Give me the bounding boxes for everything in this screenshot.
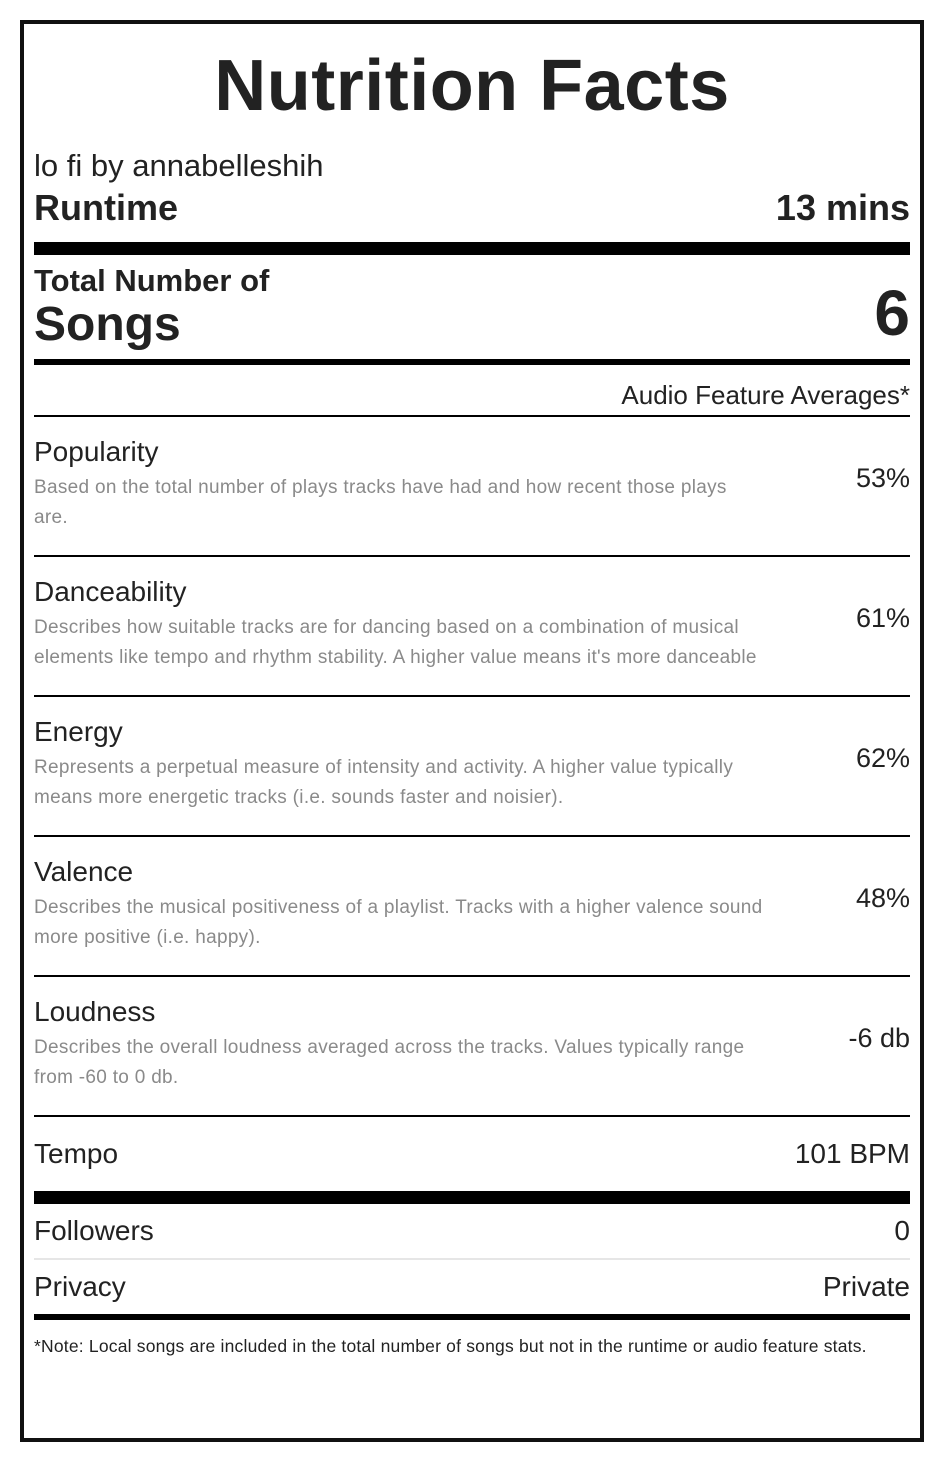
feature-description: Based on the total number of plays track… xyxy=(34,477,727,528)
feature-name: Energy xyxy=(34,716,123,747)
runtime-row: Runtime 13 mins xyxy=(34,188,910,228)
divider-medium xyxy=(34,359,910,365)
divider-thin xyxy=(34,415,910,417)
divider-thin xyxy=(34,975,910,977)
playlist-name: lo fi by annabelleshih xyxy=(34,148,324,183)
feature-value: 61% xyxy=(855,603,910,633)
songs-count: 6 xyxy=(874,277,910,349)
feature-row-danceability: Danceability Describes how suitable trac… xyxy=(34,557,910,695)
feature-row-loudness: Loudness Describes the overall loudness … xyxy=(34,977,910,1115)
runtime-value: 13 mins xyxy=(775,187,910,228)
divider-thin xyxy=(34,555,910,557)
followers-row: Followers 0 xyxy=(34,1204,910,1258)
songs-label: Total Number of Songs xyxy=(34,263,269,351)
divider-hair xyxy=(34,1258,910,1260)
divider-thin xyxy=(34,695,910,697)
feature-description: Describes the musical positiveness of a … xyxy=(34,897,763,948)
songs-row: Total Number of Songs 6 xyxy=(34,255,910,359)
footnote: *Note: Local songs are included in the t… xyxy=(34,1336,867,1356)
feature-description: Describes the overall loudness averaged … xyxy=(34,1037,745,1088)
nutrition-facts-panel: Nutrition Facts lo fi by annabelleshih R… xyxy=(20,20,924,1442)
runtime-label: Runtime xyxy=(34,187,178,228)
followers-label: Followers xyxy=(34,1215,154,1246)
divider-thin xyxy=(34,1115,910,1117)
tempo-label: Tempo xyxy=(34,1138,119,1169)
feature-name: Popularity xyxy=(34,436,159,467)
feature-name: Valence xyxy=(34,856,134,887)
audio-feature-averages-header: Audio Feature Averages* xyxy=(621,380,910,410)
divider-medium xyxy=(34,1314,910,1320)
feature-name: Danceability xyxy=(34,576,187,607)
feature-description: Describes how suitable tracks are for da… xyxy=(34,617,757,668)
panel-content: Nutrition Facts lo fi by annabelleshih R… xyxy=(34,24,910,1438)
feature-row-popularity: Popularity Based on the total number of … xyxy=(34,417,910,555)
feature-value: 62% xyxy=(855,743,910,773)
feature-description: Represents a perpetual measure of intens… xyxy=(34,757,734,808)
tempo-value: 101 BPM xyxy=(794,1138,910,1169)
page-title: Nutrition Facts xyxy=(214,46,730,126)
feature-value: -6 db xyxy=(848,1023,910,1053)
divider-thick xyxy=(34,1191,910,1204)
privacy-row: Privacy Private xyxy=(34,1260,910,1314)
followers-value: 0 xyxy=(894,1215,910,1246)
feature-row-valence: Valence Describes the musical positivene… xyxy=(34,837,910,975)
privacy-label: Privacy xyxy=(34,1271,126,1302)
privacy-value: Private xyxy=(822,1271,910,1302)
tempo-row: Tempo 101 BPM xyxy=(34,1117,910,1191)
feature-name: Loudness xyxy=(34,996,156,1027)
songs-label-small: Total Number of xyxy=(34,263,270,298)
feature-value: 48% xyxy=(855,883,910,913)
divider-thick xyxy=(34,242,910,255)
feature-row-energy: Energy Represents a perpetual measure of… xyxy=(34,697,910,835)
songs-label-big: Songs xyxy=(34,298,181,351)
divider-thin xyxy=(34,835,910,837)
feature-value: 53% xyxy=(855,463,910,493)
